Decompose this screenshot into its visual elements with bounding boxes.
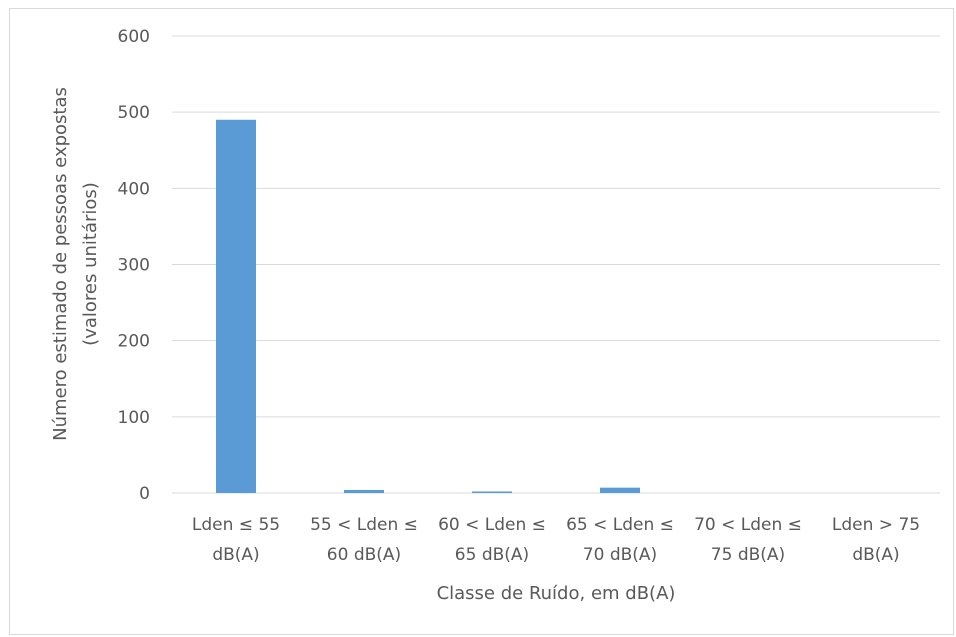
x-tick-label: Lden > 75 [832,515,920,535]
x-tick-label: 75 dB(A) [711,545,785,565]
y-axis-title-line-2: (valores unitários) [80,182,101,346]
y-tick-label: 200 [118,332,150,352]
y-tick-label: 400 [118,179,150,199]
bar [344,489,384,493]
x-axis-ticks: Lden ≤ 55 dB(A) 55 < Lden ≤ 60 dB(A) 60 < Ld… [192,515,920,565]
x-tick-label: 55 < Lden ≤ [310,515,418,535]
bar [216,119,256,494]
bar [472,491,512,493]
x-tick-label: 60 < Lden ≤ [438,515,546,535]
x-tick-label: 70 < Lden ≤ [694,515,802,535]
y-tick-label: 0 [139,484,150,504]
y-tick-label: 600 [118,27,150,47]
y-axis-title-line-1: Número estimado de pessoas expostas [50,87,71,441]
y-axis-ticks: 0 100 200 300 400 500 600 [118,27,150,504]
x-tick-label: dB(A) [212,545,259,565]
x-tick-label: 60 dB(A) [327,545,401,565]
y-tick-label: 300 [118,256,150,276]
bars [216,119,640,494]
bar [600,487,640,493]
y-tick-label: 100 [118,408,150,428]
x-axis-title: Classe de Ruído, em dB(A) [437,583,676,604]
x-tick-label: dB(A) [852,545,899,565]
x-tick-label: Lden ≤ 55 [192,515,280,535]
x-tick-label: 70 dB(A) [583,545,657,565]
gridlines [172,35,940,494]
y-tick-label: 500 [118,103,150,123]
x-tick-label: 65 dB(A) [455,545,529,565]
x-tick-label: 65 < Lden ≤ [566,515,674,535]
